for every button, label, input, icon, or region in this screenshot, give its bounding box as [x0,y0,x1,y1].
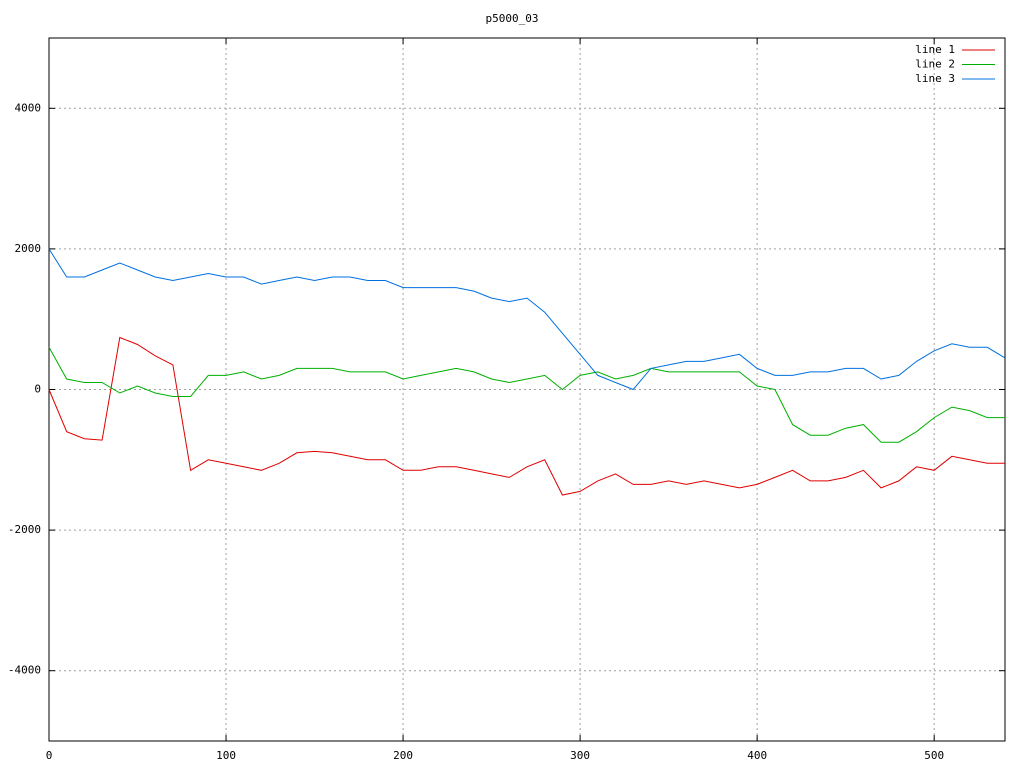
x-tick-label: 100 [216,749,236,762]
y-tick-label: 2000 [15,242,42,255]
y-tick-label: -4000 [8,664,41,677]
line [48,347,1005,443]
legend-label: line 1 [915,43,955,56]
x-tick-label: 200 [393,749,413,762]
y-tick-label: -2000 [8,523,41,536]
legend-label: line 3 [915,72,955,85]
x-tick-label: 400 [747,749,767,762]
x-tick-label: 0 [46,749,53,762]
line [48,336,1005,496]
x-tick-label: 500 [924,749,944,762]
x-tick-label: 300 [570,749,590,762]
line [48,248,1006,391]
y-tick-label: 0 [34,383,41,396]
y-tick-label: 4000 [15,101,42,114]
chart-title: p5000_03 [486,12,539,25]
legend-label: line 2 [915,58,955,71]
